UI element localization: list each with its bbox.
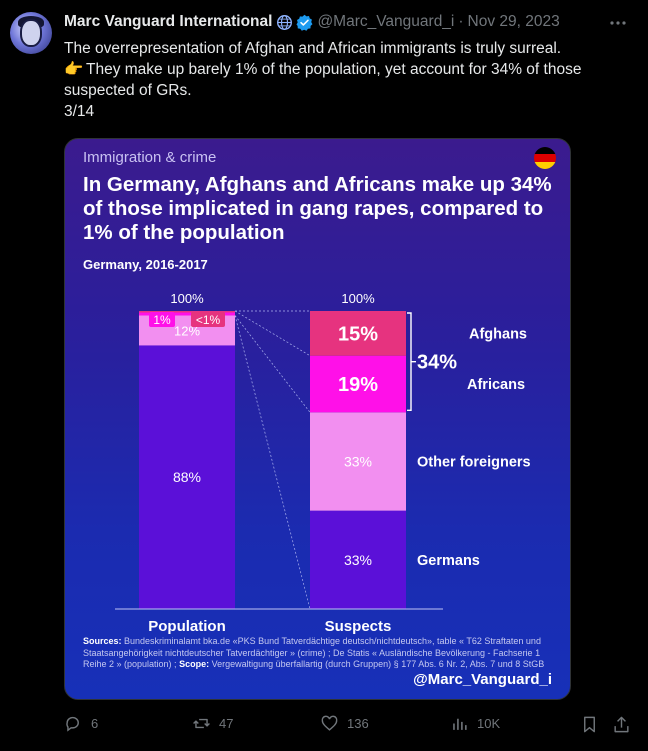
like-button[interactable]: 136 <box>320 714 369 733</box>
tweet-text: The overrepresentation of Afghan and Afr… <box>64 38 624 122</box>
bracket-label: 34% <box>417 352 457 374</box>
series-label-other-foreigners: Other foreigners <box>417 454 531 470</box>
card-subtitle: Germany, 2016-2017 <box>83 257 208 272</box>
series-label-afghans: Afghans <box>469 326 527 342</box>
separator-dot: · <box>458 13 464 30</box>
connector-line-4 <box>234 315 311 610</box>
views-chart-icon <box>453 718 467 730</box>
series-label-africans: Africans <box>467 377 525 393</box>
card-kicker: Immigration & crime <box>83 149 217 166</box>
connector-line-3 <box>234 315 311 413</box>
author-handle[interactable]: @Marc_Vanguard_i <box>317 13 455 30</box>
category-label-suspects: Suspects <box>325 618 392 635</box>
sources-label: Sources: <box>83 636 122 646</box>
data-label-afghans-suspects: 15% <box>338 323 378 345</box>
tweet-line-2: 👉 They make up barely 1% of the populatio… <box>64 59 624 101</box>
avatar[interactable] <box>10 12 52 54</box>
series-label-germans: Germans <box>417 553 480 569</box>
globe-icon <box>277 14 293 30</box>
callout-tag-africans-population <box>149 312 175 327</box>
bar-segment-germans-population <box>139 345 235 609</box>
author-name[interactable]: Marc Vanguard International <box>64 13 273 30</box>
germany-flag-icon <box>534 147 556 169</box>
bar-segment-afghans-suspects <box>310 311 406 356</box>
bracket-afghans-africans <box>407 312 416 412</box>
callout-tag-afghans-population <box>191 312 225 327</box>
category-label-population: Population <box>148 618 226 635</box>
tweet-line-1: The overrepresentation of Afghan and Afr… <box>64 40 562 57</box>
repost-icon <box>193 718 210 729</box>
reply-icon <box>66 716 79 732</box>
pointing-hand-icon: 👉 <box>64 61 84 78</box>
connector-line-2 <box>234 310 311 357</box>
share-icon[interactable] <box>612 715 631 734</box>
sources-text: Bundeskriminalamt bka.de «PKS Bund Tatve… <box>83 636 541 669</box>
bar-total-label-population: 100% <box>170 291 204 306</box>
like-count: 136 <box>347 716 369 731</box>
more-options-icon[interactable] <box>608 13 628 33</box>
avatar-face <box>20 19 42 47</box>
tweet-header: Marc Vanguard International @Marc_Vangua… <box>64 11 560 33</box>
scope-text: Vergewaltigung überfallartig (durch Grup… <box>209 659 545 669</box>
card-title: In Germany, Afghans and Africans make up… <box>83 173 552 244</box>
sources-note: Sources: Bundeskriminalamt bka.de «PKS B… <box>83 636 553 671</box>
tweet-date[interactable]: Nov 29, 2023 <box>467 13 560 30</box>
tweet-line-3: 3/14 <box>64 103 95 120</box>
data-label-afghans-population: <1% <box>196 313 221 327</box>
verified-badge-icon[interactable] <box>296 14 313 31</box>
views-button[interactable]: 10K <box>450 714 500 733</box>
repost-count: 47 <box>219 716 234 731</box>
scope-label: Scope: <box>179 659 210 669</box>
data-label-other-suspects: 33% <box>344 453 372 469</box>
bar-segment-afghans-population <box>139 311 235 313</box>
bar-segment-africans-population <box>139 312 235 316</box>
repost-button[interactable]: 47 <box>192 714 233 733</box>
bookmark-icon[interactable] <box>580 715 599 734</box>
data-label-germans-population: 88% <box>173 469 201 485</box>
card-watermark: @Marc_Vanguard_i <box>413 671 552 688</box>
bar-segment-germans-suspects <box>310 510 406 609</box>
data-label-germans-suspects: 33% <box>344 552 372 568</box>
tweet-line-2-text: They make up barely 1% of the population… <box>64 61 582 99</box>
bar-segment-other-foreigners-suspects <box>310 412 406 511</box>
bar-total-label-suspects: 100% <box>341 291 375 306</box>
data-label-africans-suspects: 19% <box>338 374 378 396</box>
action-bar: 6 47 136 10K <box>64 712 634 740</box>
reply-count: 6 <box>91 716 99 731</box>
heart-icon <box>321 715 338 731</box>
views-count: 10K <box>477 716 501 731</box>
data-label-africans-population: 1% <box>153 313 171 327</box>
bar-segment-africans-suspects <box>310 355 406 413</box>
data-label-other-population: 12% <box>174 323 200 338</box>
reply-button[interactable]: 6 <box>64 714 98 733</box>
infographic-image[interactable]: Immigration & crime In Germany, Afghans … <box>64 138 571 700</box>
stacked-bar-chart: 100% Population 100% Suspects 88% 12%1% <1% 33%… <box>115 291 531 635</box>
